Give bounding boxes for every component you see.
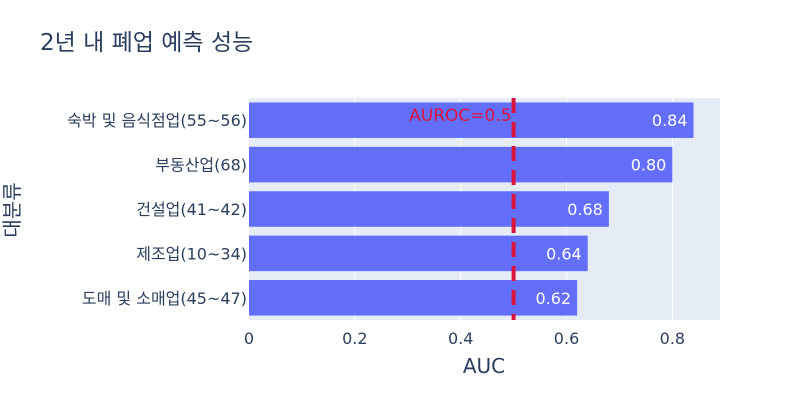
x-tick-label: 0.2 bbox=[342, 329, 367, 348]
x-axis-title: AUC bbox=[463, 354, 505, 378]
x-tick-label: 0.4 bbox=[448, 329, 473, 348]
bar-value-label: 0.80 bbox=[631, 156, 667, 175]
x-tick-label: 0.8 bbox=[660, 329, 685, 348]
y-tick-label: 부동산업(68) bbox=[155, 156, 247, 175]
bar-value-label: 0.62 bbox=[535, 289, 571, 308]
y-tick-labels: 숙박 및 음식점업(55~56) 부동산업(68) 건설업(41~42) 제조업(10… bbox=[67, 111, 247, 308]
chart-title: 2년 내 폐업 예측 성능 bbox=[40, 30, 253, 56]
bar bbox=[249, 146, 673, 183]
bars bbox=[249, 102, 694, 316]
x-tick-label: 0 bbox=[244, 329, 254, 348]
x-tick-labels: 0 0.2 0.4 0.6 0.8 bbox=[244, 329, 685, 348]
bar-value-label: 0.64 bbox=[546, 244, 582, 263]
bar bbox=[249, 235, 588, 272]
bar-value-label: 0.84 bbox=[652, 111, 688, 130]
y-axis-title: 대분류 bbox=[0, 182, 24, 237]
reference-line-label: AUROC=0.5 bbox=[409, 106, 511, 126]
bar bbox=[249, 280, 578, 316]
bar bbox=[249, 102, 694, 138]
bar-value-label: 0.68 bbox=[567, 200, 603, 219]
y-tick-label: 건설업(41~42) bbox=[136, 200, 247, 219]
y-tick-label: 숙박 및 음식점업(55~56) bbox=[67, 111, 247, 130]
bar-labels: 0.84 0.80 0.68 0.64 0.62 bbox=[535, 111, 687, 308]
y-tick-label: 도매 및 소매업(45~47) bbox=[82, 289, 247, 308]
x-tick-label: 0.6 bbox=[554, 329, 579, 348]
reference-line-group: AUROC=0.5 bbox=[409, 98, 516, 320]
bar bbox=[249, 191, 609, 227]
y-tick-label: 제조업(10~34) bbox=[136, 244, 247, 263]
